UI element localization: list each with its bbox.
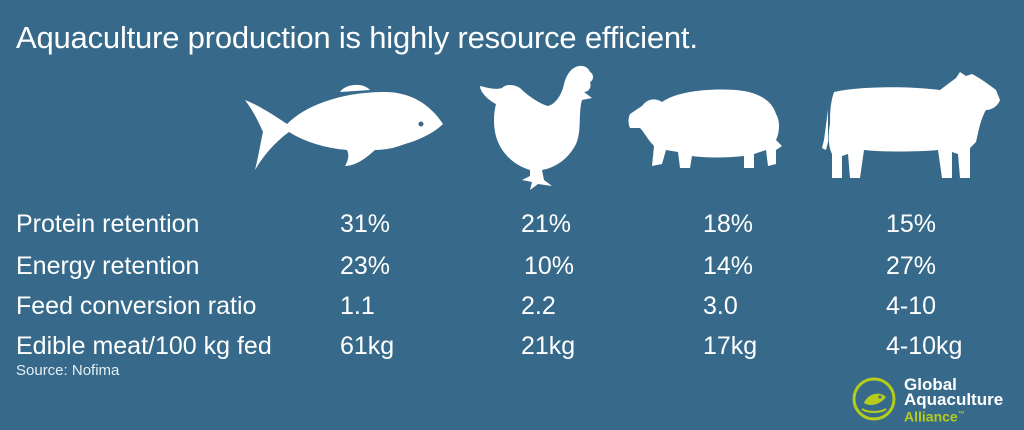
pig-value: 17kg: [703, 332, 758, 360]
row-label: Feed conversion ratio: [16, 292, 257, 320]
chicken-value: 10%: [524, 252, 575, 280]
logo-line-3: Alliance™: [904, 407, 1003, 425]
chicken-value: 21kg: [521, 332, 576, 360]
chicken-value: 2.2: [521, 292, 556, 320]
table-row: Energy retention 23% 10% 14% 27%: [0, 252, 1024, 292]
row-label: Edible meat/100 kg fed: [16, 332, 272, 360]
chicken-value: 21%: [521, 210, 572, 238]
cow-icon: [822, 72, 1000, 178]
pig-value: 14%: [703, 252, 754, 280]
pig-value: 18%: [703, 210, 754, 238]
globe-fish-icon: [852, 377, 896, 421]
cow-value: 27%: [886, 252, 937, 280]
table-row: Protein retention 31% 21% 18% 15%: [0, 210, 1024, 250]
logo: Global Aquaculture Alliance™: [850, 375, 1020, 425]
source-note: Source: Nofima: [16, 362, 120, 379]
fish-value: 31%: [340, 210, 391, 238]
cow-value: 4-10: [886, 292, 937, 320]
cow-value: 4-10kg: [886, 332, 963, 360]
table-row: Edible meat/100 kg fed 61kg 21kg 17kg 4-…: [0, 332, 1024, 372]
logo-line-2: Aquaculture: [904, 390, 1004, 409]
chicken-icon: [480, 65, 593, 190]
logo-line-1: Global: [904, 375, 957, 394]
logo-wordmark: Global Aquaculture Alliance™: [904, 375, 1004, 425]
fish-value: 1.1: [340, 292, 375, 320]
page-title: Aquaculture production is highly resourc…: [16, 20, 698, 55]
row-label: Protein retention: [16, 210, 200, 238]
fish-icon: [245, 84, 443, 170]
logo-trademark: ™: [957, 411, 965, 418]
row-label: Energy retention: [16, 252, 200, 280]
table-row: Feed conversion ratio 1.1 2.2 3.0 4-10: [0, 292, 1024, 332]
fish-value: 23%: [340, 252, 391, 280]
pig-icon: [628, 89, 782, 168]
logo-alliance: Alliance: [904, 408, 958, 425]
fish-value: 61kg: [340, 332, 395, 360]
pig-value: 3.0: [703, 292, 738, 320]
cow-value: 15%: [886, 210, 937, 238]
